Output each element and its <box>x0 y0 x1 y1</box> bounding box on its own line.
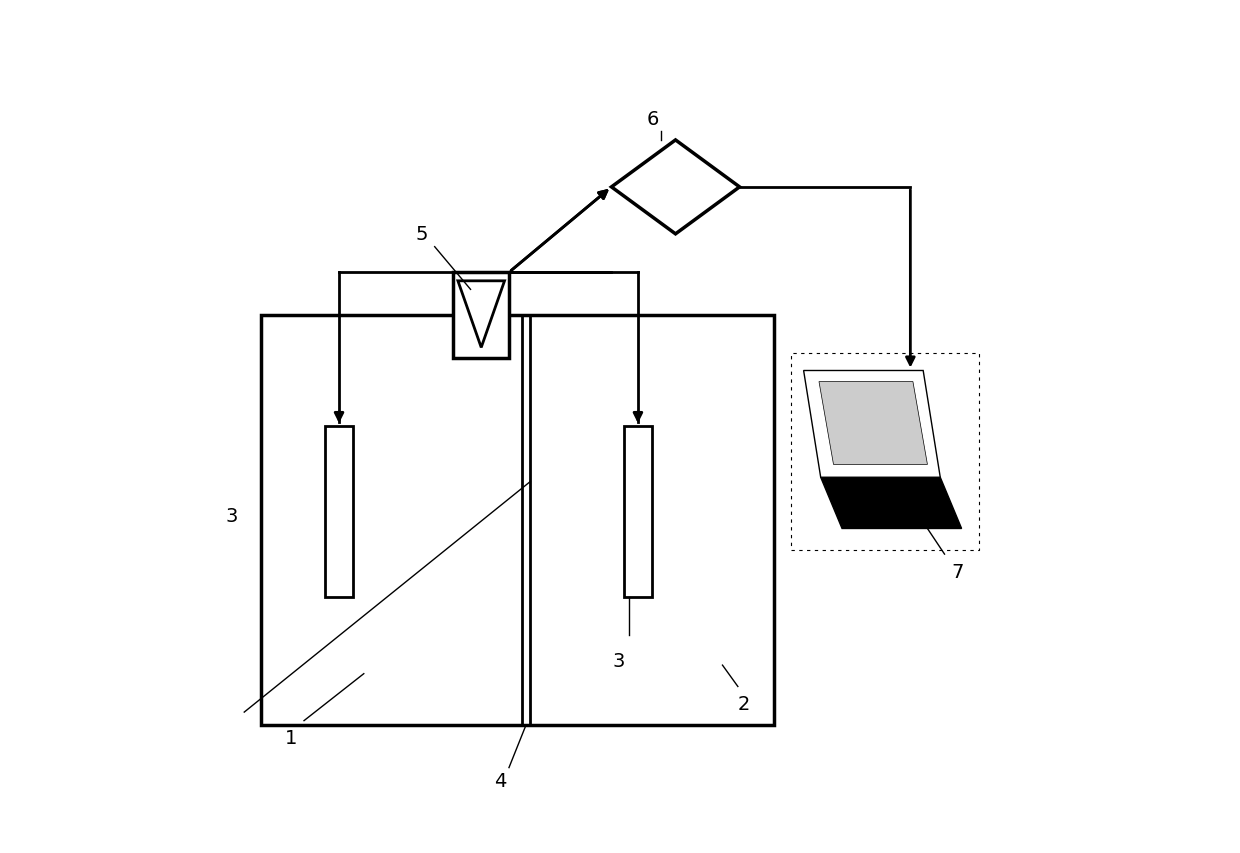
Bar <box>624 426 651 597</box>
Polygon shape <box>804 371 940 478</box>
Text: 4: 4 <box>495 771 507 790</box>
Bar <box>325 426 352 597</box>
Polygon shape <box>821 478 961 529</box>
Text: 2: 2 <box>738 694 750 713</box>
Text: 5: 5 <box>415 225 428 244</box>
Bar <box>262 316 774 725</box>
Text: 7: 7 <box>951 562 963 581</box>
Bar <box>454 273 508 358</box>
Text: 3: 3 <box>613 652 625 670</box>
Text: 1: 1 <box>285 728 298 747</box>
Polygon shape <box>818 382 928 465</box>
Text: 6: 6 <box>646 110 658 129</box>
Text: 3: 3 <box>226 507 238 525</box>
